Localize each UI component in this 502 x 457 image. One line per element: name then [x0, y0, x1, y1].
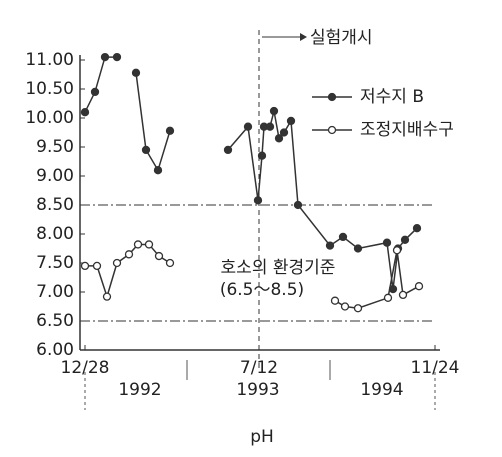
point: [141, 145, 151, 155]
point: [257, 151, 267, 160]
point: [102, 292, 112, 301]
legend-label: 조정지배수구: [360, 120, 454, 140]
point: [92, 261, 102, 271]
point: [223, 145, 233, 155]
point: [131, 68, 141, 77]
point: [325, 241, 335, 250]
point: [112, 52, 122, 62]
annotation: (6.5～8.5): [220, 280, 304, 300]
x-tick-label: 12/28: [61, 358, 110, 378]
point: [353, 244, 363, 253]
point: [133, 240, 143, 249]
point: [80, 108, 90, 117]
point: [293, 200, 303, 210]
year-label: 1994: [360, 380, 403, 400]
legend-marker: [327, 92, 337, 102]
y-tick-label: 10.00: [25, 108, 74, 128]
point: [382, 238, 392, 247]
x-tick-label: 11/24: [411, 358, 460, 378]
point: [80, 261, 90, 271]
point: [112, 258, 122, 268]
point: [279, 128, 289, 137]
point: [414, 282, 424, 291]
y-tick-label: 11.00: [25, 50, 74, 70]
y-tick-label: 6.50: [36, 311, 74, 331]
arrow-head: [300, 33, 307, 41]
point: [90, 87, 100, 97]
point: [124, 250, 134, 259]
point: [243, 122, 253, 131]
point: [383, 293, 393, 302]
point: [144, 240, 154, 249]
point: [165, 258, 175, 268]
y-tick-label: 7.50: [36, 253, 74, 273]
year-label: 1993: [236, 380, 279, 400]
y-tick-label: 7.00: [36, 282, 74, 302]
point: [153, 166, 163, 175]
annotation: 실험개시: [310, 28, 373, 48]
y-tick-label: 6.00: [36, 340, 74, 360]
point: [398, 290, 408, 300]
point: [165, 126, 175, 135]
year-dividers: [84, 360, 436, 410]
x-axis-label: pH: [250, 427, 274, 447]
y-tick-label: 9.00: [36, 166, 74, 186]
legend-marker: [327, 125, 337, 135]
annotation: 호소의 환경기준: [221, 258, 336, 278]
y-tick-label: 8.00: [36, 224, 74, 244]
point: [412, 224, 422, 233]
point: [353, 304, 363, 313]
point: [100, 52, 110, 62]
y-tick-label: 10.50: [25, 79, 74, 99]
legend-label: 저수지 B: [360, 87, 424, 107]
y-tick-label: 9.50: [36, 137, 74, 157]
point: [330, 296, 340, 305]
point: [286, 116, 296, 126]
point: [253, 196, 263, 205]
point: [392, 246, 402, 255]
point: [265, 122, 275, 131]
point: [340, 302, 350, 311]
year-label: 1992: [118, 380, 161, 400]
y-tick-label: 8.50: [36, 195, 74, 215]
point: [338, 232, 348, 242]
point: [269, 106, 279, 116]
point: [400, 235, 410, 244]
point: [274, 134, 284, 143]
point: [154, 251, 164, 261]
